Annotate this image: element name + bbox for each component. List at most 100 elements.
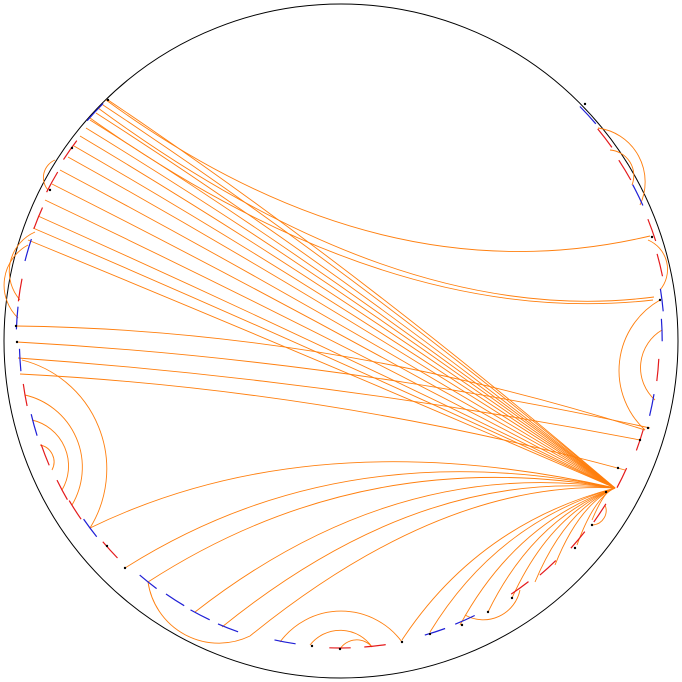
node-dot xyxy=(310,644,314,648)
bottom-arc-to-hub xyxy=(249,487,616,637)
node-dot xyxy=(583,102,587,106)
boundary-segment xyxy=(593,503,607,523)
boundary-segment xyxy=(618,159,632,181)
cluster-arc xyxy=(487,487,616,613)
node-dot xyxy=(106,98,110,102)
boundary-segment xyxy=(616,467,628,488)
node-dot xyxy=(338,647,342,651)
boundary-segment xyxy=(17,278,23,302)
long-arc-right xyxy=(89,117,654,305)
long-arc-right xyxy=(15,325,646,431)
long-arc-to-hub xyxy=(32,227,616,489)
boundary-segment xyxy=(539,560,557,576)
node-dot xyxy=(105,544,109,548)
cluster-arc xyxy=(534,487,616,583)
bottom-arc-to-hub xyxy=(221,485,616,628)
node-dot xyxy=(400,640,404,644)
bottom-arc-to-hub xyxy=(194,482,616,613)
local-arc xyxy=(592,504,607,526)
local-arc xyxy=(147,581,251,644)
long-arc-right xyxy=(105,99,651,252)
local-arc xyxy=(609,149,635,186)
boundary-segment xyxy=(62,140,78,160)
boundary-segment xyxy=(510,581,529,595)
local-arc xyxy=(8,231,36,301)
cluster-arc xyxy=(429,487,616,633)
arc-layer xyxy=(3,99,668,650)
bottom-arc-to-hub xyxy=(89,461,616,529)
node-dot xyxy=(604,490,608,494)
local-arc xyxy=(3,244,29,319)
long-arc-to-hub xyxy=(73,145,616,489)
local-arc xyxy=(640,329,663,401)
boundary-segment xyxy=(165,593,185,607)
bottom-arc-to-hub xyxy=(124,471,616,569)
local-arc xyxy=(464,589,521,621)
node-dot xyxy=(123,566,127,570)
node-layer xyxy=(14,98,662,651)
boundary-segment xyxy=(139,574,157,590)
boundary-segment xyxy=(190,609,210,621)
boundary-segment xyxy=(632,184,644,206)
boundary-segment xyxy=(83,518,98,538)
long-arc-to-hub xyxy=(27,239,616,489)
long-arc-right xyxy=(16,341,651,429)
node-dot xyxy=(658,298,662,302)
boundary-segment xyxy=(274,639,296,645)
boundary-circle xyxy=(3,3,679,679)
boundary-segment xyxy=(454,614,475,625)
long-arc-to-hub xyxy=(79,135,616,489)
boundary-segment xyxy=(22,383,28,407)
local-arc xyxy=(42,159,56,191)
local-arc xyxy=(618,299,661,431)
boundary-segment xyxy=(86,103,104,122)
boundary-segment xyxy=(649,394,655,416)
long-arc-to-hub xyxy=(51,183,616,489)
boundary-segment xyxy=(15,306,19,330)
long-arc-right xyxy=(97,107,655,302)
local-arc xyxy=(309,629,373,648)
local-arc xyxy=(279,610,403,643)
boundary-segment xyxy=(660,318,663,342)
local-arc xyxy=(647,239,668,291)
boundary-segment xyxy=(656,358,660,382)
node-dot xyxy=(573,546,577,550)
long-arc-to-hub xyxy=(89,119,616,489)
node-dot xyxy=(616,466,620,470)
node-dot xyxy=(428,632,432,636)
node-dot xyxy=(70,146,74,150)
boundary-segment xyxy=(364,644,386,648)
node-dot xyxy=(590,523,594,527)
local-arc xyxy=(24,394,83,506)
local-arc xyxy=(39,444,55,471)
boundary-segment xyxy=(656,253,664,277)
long-arc-to-hub xyxy=(59,169,616,489)
long-arc-to-hub xyxy=(85,127,616,489)
boundary-segment xyxy=(217,623,239,633)
segment-layer xyxy=(15,103,664,649)
boundary-segment xyxy=(68,500,82,520)
node-dot xyxy=(646,426,650,430)
boundary-segment xyxy=(56,479,68,500)
long-arc-to-hub xyxy=(44,199,616,489)
node-dot xyxy=(486,610,490,614)
boundary-segment xyxy=(40,444,50,466)
local-arc xyxy=(597,127,646,206)
boundary-segment xyxy=(597,128,613,148)
cluster-arc xyxy=(554,487,616,566)
boundary-segment xyxy=(647,218,657,242)
node-dot xyxy=(460,623,464,627)
cluster-arc xyxy=(459,487,616,626)
long-arc-right xyxy=(19,373,626,471)
boundary-segment xyxy=(46,171,59,193)
node-dot xyxy=(638,438,642,442)
boundary-segment xyxy=(424,627,446,636)
boundary-layer xyxy=(3,3,679,679)
local-arc xyxy=(339,639,373,650)
boundary-segment xyxy=(18,348,22,372)
node-dot xyxy=(14,324,18,328)
long-arc-to-hub xyxy=(67,156,616,489)
boundary-segment xyxy=(570,531,586,549)
